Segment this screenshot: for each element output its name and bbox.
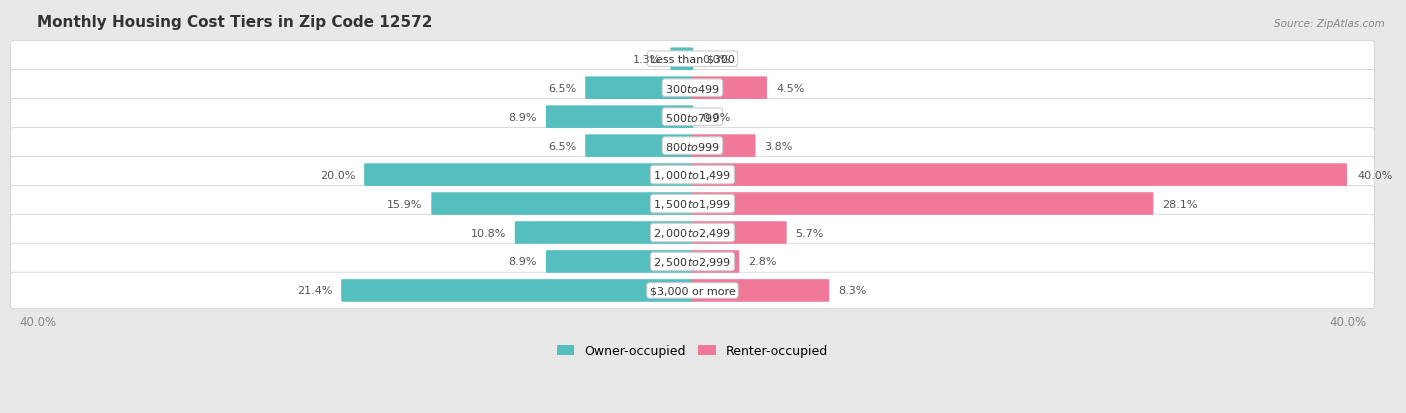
Text: Less than $300: Less than $300 (650, 55, 735, 64)
Text: 8.9%: 8.9% (509, 112, 537, 122)
FancyBboxPatch shape (692, 222, 786, 244)
Text: $1,000 to $1,499: $1,000 to $1,499 (654, 169, 731, 182)
FancyBboxPatch shape (10, 273, 1375, 309)
FancyBboxPatch shape (10, 186, 1375, 222)
Text: $2,500 to $2,999: $2,500 to $2,999 (654, 255, 731, 268)
Text: Source: ZipAtlas.com: Source: ZipAtlas.com (1274, 19, 1385, 28)
Text: 5.7%: 5.7% (796, 228, 824, 238)
Text: $2,000 to $2,499: $2,000 to $2,499 (654, 226, 731, 240)
Text: $1,500 to $1,999: $1,500 to $1,999 (654, 197, 731, 211)
FancyBboxPatch shape (342, 280, 693, 302)
Text: 10.8%: 10.8% (471, 228, 506, 238)
Text: Monthly Housing Cost Tiers in Zip Code 12572: Monthly Housing Cost Tiers in Zip Code 1… (38, 15, 433, 30)
FancyBboxPatch shape (692, 164, 1348, 186)
Text: 2.8%: 2.8% (748, 257, 776, 267)
Text: 0.0%: 0.0% (702, 112, 731, 122)
FancyBboxPatch shape (692, 135, 755, 157)
FancyBboxPatch shape (692, 280, 830, 302)
FancyBboxPatch shape (515, 222, 693, 244)
Text: $800 to $999: $800 to $999 (665, 140, 720, 152)
FancyBboxPatch shape (10, 128, 1375, 164)
Text: 21.4%: 21.4% (297, 286, 332, 296)
FancyBboxPatch shape (692, 77, 766, 100)
FancyBboxPatch shape (585, 77, 693, 100)
FancyBboxPatch shape (692, 193, 1153, 215)
Text: 8.9%: 8.9% (509, 257, 537, 267)
FancyBboxPatch shape (692, 251, 740, 273)
FancyBboxPatch shape (10, 244, 1375, 280)
FancyBboxPatch shape (10, 215, 1375, 251)
FancyBboxPatch shape (10, 99, 1375, 135)
FancyBboxPatch shape (432, 193, 693, 215)
Text: 3.8%: 3.8% (765, 141, 793, 151)
Text: 6.5%: 6.5% (548, 141, 576, 151)
FancyBboxPatch shape (546, 251, 693, 273)
Text: $500 to $799: $500 to $799 (665, 112, 720, 123)
FancyBboxPatch shape (10, 157, 1375, 193)
Legend: Owner-occupied, Renter-occupied: Owner-occupied, Renter-occupied (551, 339, 834, 363)
Text: 6.5%: 6.5% (548, 83, 576, 93)
FancyBboxPatch shape (364, 164, 693, 186)
Text: 28.1%: 28.1% (1163, 199, 1198, 209)
FancyBboxPatch shape (585, 135, 693, 157)
FancyBboxPatch shape (546, 106, 693, 128)
Text: 20.0%: 20.0% (319, 170, 356, 180)
FancyBboxPatch shape (671, 48, 693, 71)
FancyBboxPatch shape (10, 70, 1375, 107)
Text: 0.0%: 0.0% (702, 55, 731, 64)
Text: 15.9%: 15.9% (387, 199, 422, 209)
Text: $3,000 or more: $3,000 or more (650, 286, 735, 296)
Text: 40.0%: 40.0% (1357, 170, 1393, 180)
Text: 4.5%: 4.5% (776, 83, 804, 93)
Text: 8.3%: 8.3% (838, 286, 866, 296)
Text: 1.3%: 1.3% (633, 55, 661, 64)
Text: $300 to $499: $300 to $499 (665, 83, 720, 95)
FancyBboxPatch shape (10, 41, 1375, 78)
